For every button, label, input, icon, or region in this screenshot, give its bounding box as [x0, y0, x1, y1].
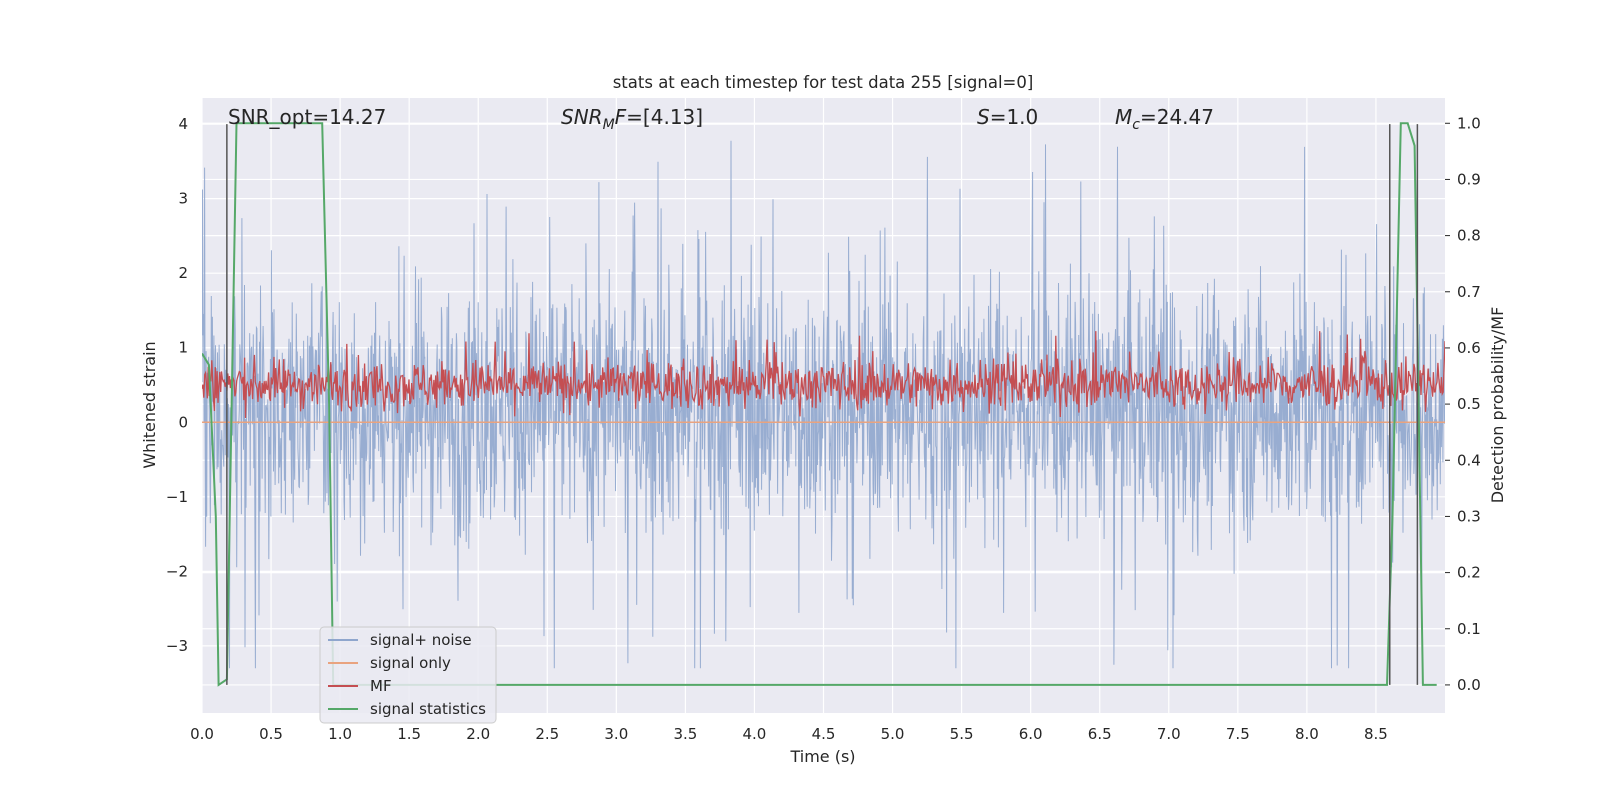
annotation-mc: Mc=24.47 — [1115, 105, 1214, 133]
x-tick-label: 3.5 — [673, 725, 697, 743]
x-tick-label: 4.0 — [743, 725, 767, 743]
x-axis-label: Time (s) — [789, 747, 855, 766]
y-tick-label: −2 — [166, 562, 188, 580]
annotation-snr-mf: SNRMF=[4.13] — [561, 105, 703, 133]
vertical-markers — [226, 124, 1419, 685]
right-y-tick-label: 0.9 — [1457, 170, 1481, 188]
annotation-snr-opt: SNR_opt=14.27 — [228, 105, 386, 129]
right-y-tick-label: 0.6 — [1457, 339, 1481, 357]
y-tick-labels: 4 3 2 1 0 −1 −2 −3 — [166, 115, 188, 655]
right-y-tick-label: 0.8 — [1457, 227, 1481, 245]
x-tick-labels: 0.0 0.5 1.0 1.5 2.0 2.5 3.0 3.5 4.0 4.5 5.0 5.5 6.0 6… — [190, 725, 1388, 743]
right-y-tick-label: 0.4 — [1457, 451, 1481, 469]
x-tick-label: 2.5 — [535, 725, 559, 743]
x-tick-label: 7.0 — [1157, 725, 1181, 743]
x-tick-label: 5.5 — [950, 725, 974, 743]
x-tick-label: 8.0 — [1295, 725, 1319, 743]
right-y-tick-label: 1.0 — [1457, 114, 1481, 132]
legend-label-signal-only: signal only — [370, 654, 451, 672]
legend-box — [319, 626, 497, 724]
x-tick-label: 1.5 — [397, 725, 421, 743]
y-tick-label: 1 — [178, 339, 188, 357]
right-y-tick-label: 0.2 — [1457, 564, 1481, 582]
legend-label-signal-statistics: signal statistics — [370, 700, 486, 718]
series-signal-noise — [202, 140, 1445, 669]
series-signal-statistics — [202, 122, 1437, 687]
x-tick-label: 2.0 — [466, 725, 490, 743]
legend-label-signal-noise: signal+ noise — [370, 631, 472, 649]
y-tick-label: 0 — [178, 413, 188, 431]
series-layer — [202, 122, 1445, 687]
x-tick-label: 4.5 — [812, 725, 836, 743]
y-tick-label: 3 — [178, 190, 188, 208]
right-y-axis-label: Detection probability/MF — [1488, 307, 1507, 504]
y-tick-label: −1 — [166, 488, 188, 506]
right-y-tick-label: 0.7 — [1457, 283, 1481, 301]
x-tick-label: 0.5 — [259, 725, 283, 743]
legend-label-mf: MF — [370, 677, 392, 695]
legend: signal+ noise signal only MF signal stat… — [319, 626, 497, 724]
y-tick-label: −3 — [166, 637, 188, 655]
x-tick-label: 6.0 — [1019, 725, 1043, 743]
right-y-tick-label: 0.5 — [1457, 395, 1481, 413]
right-y-tick-label: 0.1 — [1457, 620, 1481, 638]
annotation-s: S=1.0 — [977, 105, 1038, 129]
x-tick-label: 5.0 — [881, 725, 905, 743]
x-tick-label: 6.5 — [1088, 725, 1112, 743]
x-tick-label: 8.5 — [1364, 725, 1388, 743]
y-tick-label: 2 — [178, 264, 188, 282]
right-y-tick-label: 0.0 — [1457, 676, 1481, 694]
y-tick-label: 4 — [178, 115, 188, 133]
right-y-tick-label: 0.3 — [1457, 507, 1481, 525]
x-tick-label: 1.0 — [328, 725, 352, 743]
right-y-tick-labels: 1.0 0.9 0.8 0.7 0.6 0.5 0.4 0.3 0.2 0.1 0.0 — [1445, 114, 1481, 694]
x-tick-label: 3.0 — [604, 725, 628, 743]
series-mf — [202, 331, 1445, 419]
chart-title: stats at each timestep for test data 255… — [613, 73, 1034, 92]
y-axis-label: Whitened strain — [140, 341, 159, 468]
x-tick-label: 0.0 — [190, 725, 214, 743]
x-tick-label: 7.5 — [1226, 725, 1250, 743]
